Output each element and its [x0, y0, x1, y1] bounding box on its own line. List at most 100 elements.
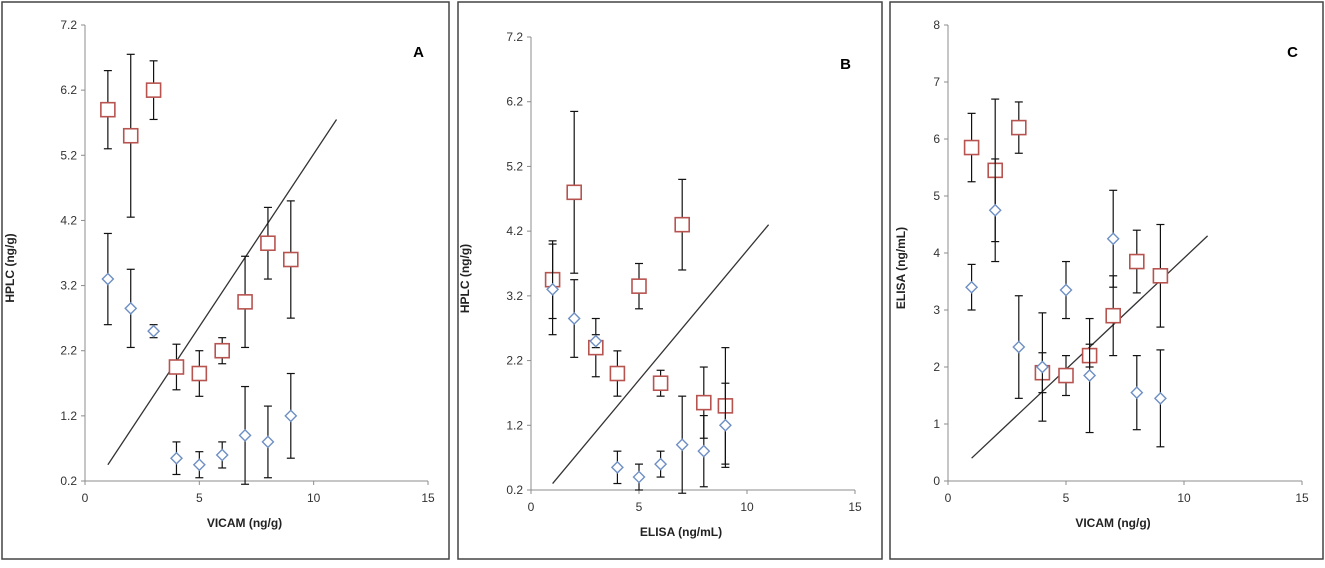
- y-tick-label: 4.2: [506, 224, 523, 238]
- data-point-diamond: [589, 334, 603, 348]
- data-point-square: [1152, 267, 1169, 284]
- x-tick-label: 10: [740, 500, 754, 514]
- data-point-diamond: [1130, 386, 1144, 400]
- y-tick-label: 0.2: [60, 474, 77, 488]
- x-tick-label: 0: [528, 500, 535, 514]
- chart-panel-b: 0.2 1.2 2.2 3.2 4.2 5.2 6.2 7.2 0 5 10 15 ELISA (ng/…: [457, 1, 883, 560]
- x-tick-label: 0: [945, 491, 952, 505]
- y-tick-label: 0: [933, 474, 940, 488]
- data-point-square: [652, 375, 669, 392]
- y-axis-label: HPLC (ng/g): [3, 233, 17, 302]
- data-point-square: [168, 359, 185, 375]
- x-axis-label: ELISA (ng/mL): [640, 525, 722, 539]
- data-point-square: [963, 139, 980, 156]
- y-tick-label: 7: [933, 75, 940, 89]
- x-tick-label: 5: [196, 491, 203, 505]
- data-point-diamond: [192, 458, 206, 472]
- x-tick-label: 10: [1177, 491, 1191, 505]
- y-tick-label: 0.2: [506, 483, 523, 497]
- data-point-diamond: [1012, 340, 1026, 354]
- series-diamond: [965, 158, 1167, 448]
- data-point-diamond: [675, 438, 689, 452]
- y-axis-label: HPLC (ng/g): [458, 244, 472, 313]
- y-tick-label: 8: [933, 18, 940, 32]
- data-point-diamond: [654, 457, 668, 471]
- data-point-square: [237, 294, 253, 310]
- data-point-diamond: [169, 451, 183, 465]
- data-point-diamond: [1106, 232, 1120, 246]
- x-tick-label: 15: [1295, 491, 1309, 505]
- data-point-diamond: [610, 460, 624, 474]
- panel-label: C: [1287, 44, 1298, 61]
- data-point-square: [1010, 119, 1027, 136]
- x-tick-label: 15: [421, 491, 435, 505]
- data-point-diamond: [147, 324, 161, 338]
- y-tick-label: 6.2: [506, 95, 523, 109]
- data-point-square: [674, 216, 691, 233]
- y-tick-label: 2: [933, 360, 940, 374]
- series-diamond: [101, 232, 298, 485]
- trend-line: [552, 224, 770, 484]
- x-tick-label: 0: [82, 491, 89, 505]
- data-point-square: [260, 235, 276, 252]
- data-point-square: [1105, 307, 1121, 324]
- y-tick-label: 5: [933, 189, 940, 203]
- y-tick-label: 3: [933, 303, 940, 317]
- data-point-diamond: [124, 301, 138, 315]
- data-point-square: [695, 394, 712, 411]
- data-point-diamond: [1083, 369, 1097, 383]
- x-tick-label: 5: [1063, 491, 1070, 505]
- y-tick-label: 1.2: [60, 409, 77, 423]
- data-point-diamond: [546, 282, 560, 296]
- data-point-diamond: [261, 435, 275, 449]
- y-tick-label: 5.2: [506, 159, 523, 173]
- data-point-square: [282, 251, 299, 268]
- data-point-square: [191, 365, 208, 382]
- panel-frame: [889, 1, 1324, 560]
- data-point-square: [100, 101, 116, 118]
- x-tick-label: 10: [307, 491, 321, 505]
- data-point-diamond: [101, 272, 115, 286]
- data-point-square: [122, 127, 139, 144]
- data-point-square: [1058, 367, 1074, 384]
- x-tick-label: 15: [848, 500, 862, 514]
- data-point-diamond: [1035, 360, 1049, 374]
- data-point-diamond: [567, 312, 581, 325]
- panel-label: B: [840, 56, 851, 73]
- y-tick-label: 5.2: [60, 148, 77, 162]
- panel-frame: [457, 1, 883, 560]
- data-point-square: [631, 278, 647, 294]
- data-point-square: [1129, 253, 1145, 270]
- y-tick-label: 4.2: [60, 213, 77, 227]
- data-point-diamond: [697, 444, 711, 458]
- data-point-square: [609, 365, 626, 382]
- y-tick-label: 6: [933, 132, 940, 146]
- data-point-diamond: [284, 409, 298, 423]
- data-point-diamond: [215, 448, 229, 462]
- y-tick-label: 3.2: [60, 279, 77, 293]
- panel-label: A: [413, 44, 424, 61]
- panel-frame: [1, 1, 450, 560]
- data-point-square: [145, 82, 162, 98]
- data-point-diamond: [1059, 283, 1073, 297]
- y-tick-label: 1: [933, 417, 940, 431]
- y-tick-label: 2.2: [60, 344, 77, 358]
- data-point-square: [566, 184, 583, 201]
- x-axis-label: VICAM (ng/g): [207, 516, 282, 530]
- series-diamond: [546, 243, 732, 494]
- y-tick-label: 3.2: [506, 289, 523, 303]
- data-point-diamond: [965, 280, 979, 294]
- y-tick-label: 7.2: [60, 18, 77, 32]
- data-point-diamond: [988, 203, 1002, 217]
- x-tick-label: 5: [636, 500, 643, 514]
- data-point-square: [214, 342, 230, 359]
- y-tick-label: 7.2: [506, 30, 523, 44]
- data-point-diamond: [1153, 391, 1167, 405]
- y-tick-label: 4: [933, 246, 940, 260]
- y-tick-label: 1.2: [506, 418, 523, 432]
- chart-panel-a: 0.2 1.2 2.2 3.2 4.2 5.2 6.2 7.2 0 5 10 15 VICAM (ng/…: [1, 1, 450, 560]
- y-tick-label: 6.2: [60, 83, 77, 97]
- y-axis-label: ELISA (ng/mL): [894, 227, 908, 309]
- data-point-diamond: [238, 428, 252, 442]
